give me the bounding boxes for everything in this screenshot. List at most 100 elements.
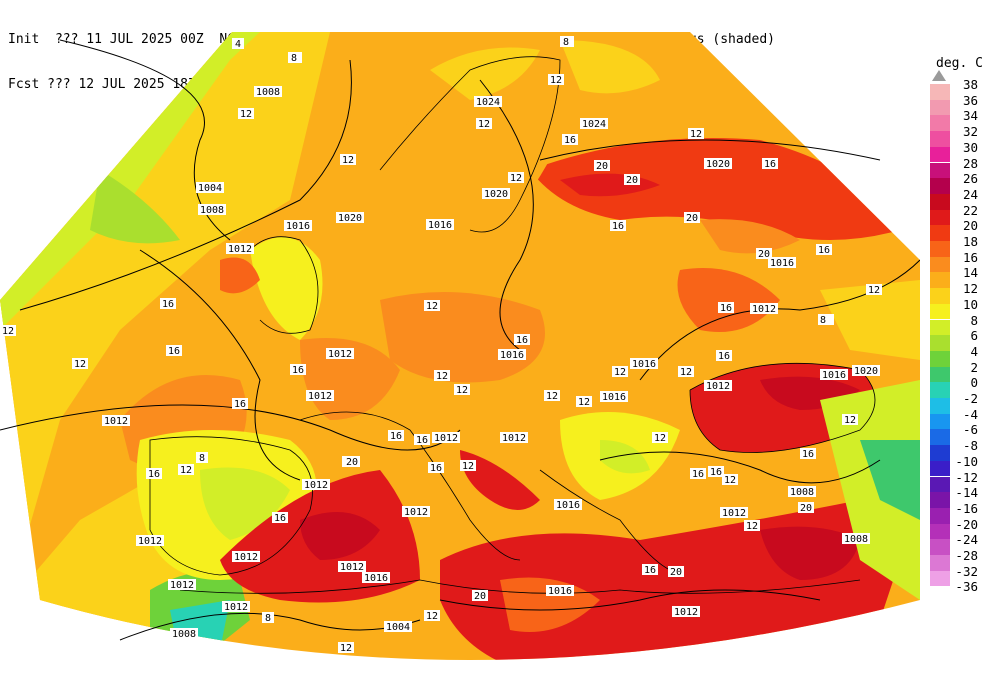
- legend-entry: -32: [922, 564, 1000, 587]
- svg-text:8: 8: [199, 453, 205, 464]
- dp-label: 16: [428, 462, 444, 474]
- isobar-label: 1020: [482, 188, 510, 200]
- dp-label: 12: [454, 384, 470, 396]
- legend-label: 16: [962, 249, 978, 265]
- legend-entry: -4: [922, 407, 1000, 430]
- svg-text:20: 20: [800, 503, 812, 514]
- isobar-label: 1012: [750, 303, 778, 315]
- dp-label: 12: [238, 108, 254, 120]
- svg-text:12: 12: [690, 129, 702, 140]
- dp-label: 16: [290, 364, 306, 376]
- dp-label: 16: [642, 564, 658, 576]
- legend-swatch: [930, 429, 950, 446]
- dp-label: 12: [544, 390, 560, 402]
- isobar-label: 1012: [326, 348, 354, 360]
- svg-text:1016: 1016: [428, 220, 452, 231]
- svg-text:12: 12: [614, 367, 626, 378]
- svg-text:16: 16: [148, 469, 160, 480]
- isobar-label: 1004: [384, 621, 412, 633]
- legend-label: 2: [970, 359, 978, 375]
- legend-swatch: [930, 335, 950, 351]
- svg-text:12: 12: [456, 385, 468, 396]
- svg-text:12: 12: [180, 465, 192, 476]
- legend-swatch: [930, 303, 950, 320]
- legend-label: 14: [962, 265, 978, 281]
- dp-label: 16: [610, 220, 626, 232]
- isobar-label: 1012: [704, 380, 732, 392]
- legend-label: -24: [955, 532, 978, 548]
- svg-text:1012: 1012: [434, 433, 458, 444]
- dp-label: 12: [678, 366, 694, 378]
- legend-swatch: [930, 445, 950, 461]
- isobar-label: 1008: [170, 628, 198, 640]
- legend-swatch: [930, 241, 950, 257]
- dp-label: 16: [232, 398, 248, 410]
- legend-entry: 4: [922, 344, 1000, 367]
- svg-text:12: 12: [510, 173, 522, 184]
- svg-text:16: 16: [692, 469, 704, 480]
- legend-swatch: [930, 193, 950, 210]
- svg-text:1008: 1008: [790, 487, 814, 498]
- svg-text:1008: 1008: [200, 205, 224, 216]
- svg-text:1024: 1024: [476, 97, 500, 108]
- legend-label: 34: [962, 108, 978, 124]
- svg-text:1004: 1004: [198, 183, 222, 194]
- legend-entry: -6: [922, 422, 1000, 446]
- legend-entry: -14: [922, 485, 1000, 508]
- legend-label: 22: [962, 202, 978, 218]
- dp-label: 20: [344, 456, 360, 468]
- dp-label: 16: [160, 298, 176, 310]
- legend-label: 20: [962, 218, 978, 234]
- legend-swatch: [930, 382, 950, 398]
- svg-text:12: 12: [462, 461, 474, 472]
- isobar-label: 1012: [136, 535, 164, 547]
- svg-text:1008: 1008: [256, 87, 280, 98]
- legend-entry: -8: [922, 438, 1000, 461]
- legend-entry: -20: [922, 517, 1000, 540]
- dp-label: 12: [72, 358, 88, 370]
- dp-label: 12: [0, 325, 16, 337]
- dp-label: 20: [756, 248, 772, 260]
- legend-label: -2: [962, 391, 978, 406]
- svg-text:16: 16: [564, 135, 576, 146]
- legend-label: -6: [962, 422, 978, 438]
- isobar-label: 1012: [222, 601, 250, 613]
- svg-text:1012: 1012: [706, 381, 730, 392]
- svg-text:1004: 1004: [386, 622, 410, 633]
- svg-text:12: 12: [478, 119, 490, 130]
- legend-entry: -12: [922, 470, 1000, 493]
- legend-entry: 24: [922, 187, 1000, 210]
- legend-label: 32: [962, 124, 978, 140]
- dp-label: 16: [414, 434, 430, 446]
- svg-text:20: 20: [474, 591, 486, 602]
- legend-swatch: [930, 555, 950, 571]
- dp-label: 16: [762, 158, 778, 170]
- legend-entry: 18: [922, 234, 1000, 257]
- isobar-label: 1016: [546, 585, 574, 597]
- dp-label: 12: [338, 642, 354, 654]
- legend-entry: 26: [922, 171, 1000, 194]
- svg-text:12: 12: [240, 109, 252, 120]
- triangle-up-icon: [932, 70, 946, 81]
- dp-label: 20: [798, 502, 814, 514]
- svg-text:16: 16: [764, 159, 776, 170]
- legend-entry: 6: [922, 328, 1000, 351]
- legend-title: deg. C: [936, 56, 983, 71]
- svg-text:1016: 1016: [500, 350, 524, 361]
- svg-text:16: 16: [612, 221, 624, 232]
- svg-text:1012: 1012: [328, 349, 352, 360]
- svg-text:1012: 1012: [228, 244, 252, 255]
- legend-entry: 32: [922, 124, 1000, 147]
- isobar-label: 1012: [226, 243, 254, 255]
- dp-label: 12: [866, 284, 882, 296]
- legend-label: -10: [955, 453, 978, 469]
- isobar-label: 1012: [306, 390, 334, 402]
- isobar-label: 1008: [254, 86, 282, 98]
- dp-label: 12: [434, 370, 450, 382]
- svg-text:8: 8: [820, 315, 826, 326]
- svg-text:8: 8: [563, 37, 569, 48]
- dp-label: 8: [262, 612, 274, 624]
- svg-text:16: 16: [274, 513, 286, 524]
- isobar-label: 1016: [362, 572, 390, 584]
- legend-swatch: [930, 570, 950, 587]
